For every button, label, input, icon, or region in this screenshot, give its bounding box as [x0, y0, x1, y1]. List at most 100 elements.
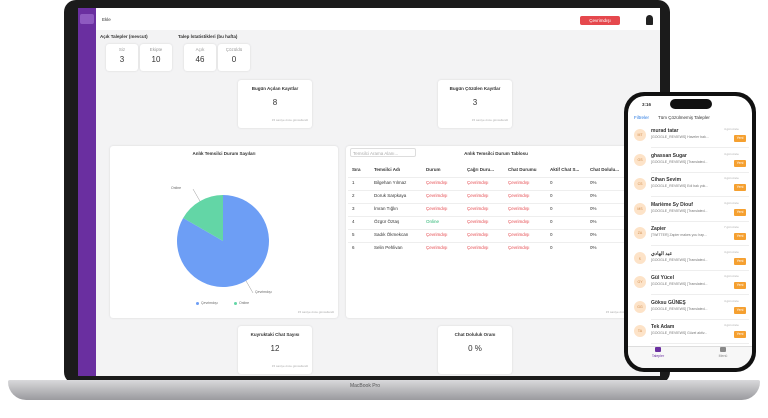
status-button[interactable]: Çevrimdışı [580, 16, 620, 25]
table-cell: 0 [550, 180, 553, 185]
pie-label: Çevrimdışı [255, 289, 272, 294]
table-cell: 0 [550, 193, 553, 198]
table-cell: Online [426, 219, 440, 224]
pie-label: Online [171, 186, 182, 191]
tab-label[interactable]: Talepler [651, 354, 665, 358]
legend-label: Online [239, 301, 250, 305]
column-header: Chat Durumu [508, 167, 537, 172]
table-cell: Çevrimdışı [467, 232, 489, 237]
item-divider [651, 196, 749, 197]
table-cell: 2 [352, 193, 355, 198]
item-time: 4 gün önce [724, 298, 739, 303]
item-badge: Yeni [734, 306, 746, 314]
sidebar-home[interactable] [80, 14, 94, 24]
sidebar [78, 8, 96, 376]
avatar-initials: ZA [637, 231, 643, 235]
table-search[interactable]: Temsilci Arama Alanı... [350, 148, 416, 157]
item-divider [651, 171, 749, 173]
stat-label: Çözüldü [225, 47, 243, 52]
item-name[interactable]: Marième Sy Diouf [651, 201, 693, 208]
table-cell: Çevrimdışı [426, 206, 448, 211]
pie-slice[interactable] [183, 195, 223, 241]
kpi-note: 15 saniye önce güncellendi [271, 118, 308, 122]
table-cell: Çevrimdışı [426, 245, 448, 250]
item-name[interactable]: عبد الهادي [651, 250, 673, 257]
table-cell: Çevrimdışı [467, 206, 489, 211]
filter-link[interactable]: Filtreler [634, 115, 650, 120]
avatar [634, 300, 646, 313]
topbar [96, 8, 660, 30]
user-icon[interactable] [646, 15, 653, 25]
item-name[interactable]: ghassan Sugar [651, 152, 687, 159]
item-time: 4 gün önce [724, 176, 739, 180]
avatar [634, 202, 646, 215]
avatar-initials: CS [637, 182, 643, 186]
item-badge: Yeni [734, 208, 746, 216]
table-cell: 0% [590, 180, 597, 185]
table-cell: 5 [352, 232, 355, 237]
table-cell: 0% [590, 193, 597, 198]
avatar [634, 153, 646, 166]
column-header: Aktif Chat S... [550, 167, 580, 172]
kpi-card [238, 80, 312, 128]
item-name[interactable]: Zapier [651, 226, 667, 232]
item-divider [651, 318, 749, 320]
table-cell: Sadık Ökmekcan [374, 232, 409, 237]
add-button[interactable]: Ekle [102, 17, 111, 22]
stat-value: 0 [231, 55, 237, 64]
item-time: 4 gün önce [724, 249, 739, 254]
table-cell: 0 [550, 245, 553, 250]
table-cell: Çevrimdışı [426, 193, 448, 198]
card-title: Talep İstatistikleri (bu hafta) [178, 34, 238, 39]
tab-icon[interactable] [720, 347, 726, 352]
table-cell: 0% [590, 219, 597, 224]
row-line [348, 177, 644, 178]
item-divider [651, 294, 749, 295]
item-name[interactable]: Gül Yücel [651, 275, 674, 281]
avatar-initials: MT [637, 133, 643, 137]
tab-label[interactable]: Menü [718, 354, 728, 358]
item-time: 7 gün önce [724, 225, 739, 229]
table-cell: Çevrimdışı [467, 193, 489, 198]
table-cell: 0% [590, 245, 597, 250]
item-name[interactable]: murad tatar [651, 128, 679, 134]
leader-line [245, 280, 254, 294]
kpi-card [238, 326, 312, 374]
tab-icon[interactable] [655, 347, 661, 352]
table-cell: Çevrimdışı [508, 180, 530, 185]
table-cell: Selin Pehlivan [374, 245, 403, 250]
row-line [348, 203, 644, 204]
item-name[interactable]: Cihan Sevim [651, 177, 682, 183]
kpi-title: Bugün Açılan Kayıtlar [251, 86, 299, 91]
card-title: Açık Talepler (mevcut) [100, 34, 148, 39]
kpi-card [438, 80, 512, 128]
avatar [634, 251, 646, 264]
stat-card [218, 44, 250, 71]
item-badge: Yeni [734, 257, 746, 265]
kpi-card [438, 326, 512, 374]
item-divider [651, 147, 749, 148]
item-name[interactable]: Tek Adam [651, 324, 675, 330]
item-badge: Yeni [734, 184, 746, 191]
item-preview: [GOOGLE_REVIEWS] Güzel aktiv... [651, 331, 708, 335]
column-header: Çağrı Duru... [467, 167, 495, 172]
avatar-initials: GY [637, 280, 643, 284]
item-time: 4 gün önce [724, 127, 739, 131]
pie-title: Anlık Temsilci Durum Sayıları [192, 151, 256, 156]
kpi-value: 12 [270, 344, 280, 353]
item-badge: Yeni [734, 233, 746, 240]
row-line [348, 216, 644, 217]
item-badge: Yeni [734, 159, 746, 167]
column-header: Sıra [352, 167, 361, 172]
legend-dot [234, 302, 237, 305]
item-time: 4 gün önce [724, 151, 739, 156]
item-name[interactable]: Göksu GÜNEŞ [651, 299, 686, 306]
avatar [634, 129, 646, 141]
kpi-value: 0 % [468, 344, 482, 353]
item-badge: Yeni [734, 135, 746, 142]
table-cell: 0 [550, 219, 553, 224]
kpi-title: Bugün Çözülen Kayıtlar [449, 86, 501, 91]
table-cell: Çevrimdışı [426, 232, 448, 237]
table-cell: 0 [550, 206, 553, 211]
table-cell: 0% [590, 232, 597, 237]
